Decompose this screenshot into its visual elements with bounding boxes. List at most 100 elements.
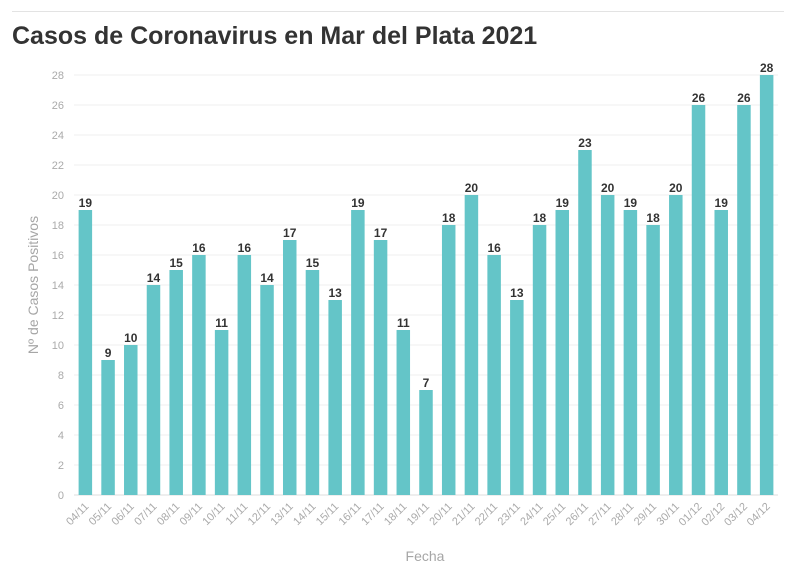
x-tick-label: 13/11: [268, 501, 295, 528]
bar: [146, 285, 161, 495]
bar-value-label: 20: [465, 181, 479, 195]
bar: [714, 210, 728, 495]
x-tick-label: 02/12: [699, 501, 727, 529]
bar-value-label: 7: [423, 376, 430, 390]
y-tick-label: 6: [58, 400, 64, 412]
x-tick-label: 19/11: [405, 501, 432, 528]
y-tick-label: 20: [52, 190, 64, 202]
bar: [260, 285, 274, 495]
bar-value-label: 14: [260, 271, 274, 285]
x-tick-label: 06/11: [110, 501, 137, 528]
bar-value-label: 16: [238, 241, 252, 255]
y-tick-label: 12: [52, 310, 64, 322]
x-tick-label: 23/11: [496, 501, 523, 528]
bar-value-label: 19: [624, 196, 638, 210]
x-tick-label: 03/12: [722, 501, 750, 529]
x-tick-label: 09/11: [178, 501, 205, 528]
bar-value-label: 20: [669, 181, 683, 195]
chart-title: Casos de Coronavirus en Mar del Plata 20…: [12, 22, 538, 50]
bar: [578, 150, 592, 495]
bar-value-label: 14: [147, 271, 161, 285]
x-tick-label: 18/11: [382, 501, 409, 528]
bar-value-label: 20: [601, 181, 615, 195]
bar-value-label: 9: [105, 346, 112, 360]
bar: [373, 240, 388, 495]
bar-value-label: 11: [397, 316, 410, 330]
bars: [78, 75, 774, 495]
x-axis-ticks: 04/1105/1106/1107/1108/1109/1110/1111/11…: [64, 501, 773, 529]
y-tick-label: 28: [52, 70, 64, 82]
bar-value-label: 18: [442, 211, 456, 225]
x-tick-label: 16/11: [337, 501, 364, 528]
bar: [555, 210, 570, 495]
x-tick-label: 24/11: [518, 501, 545, 528]
bar: [600, 195, 615, 495]
bar: [623, 210, 638, 495]
bar: [487, 255, 501, 495]
x-tick-label: 12/11: [246, 501, 273, 528]
bar: [101, 360, 115, 495]
x-tick-label: 22/11: [473, 501, 500, 528]
bar: [419, 390, 433, 495]
bar: [691, 105, 706, 495]
bar-value-label: 23: [578, 136, 592, 150]
bar: [328, 300, 342, 495]
bar-value-label: 13: [328, 286, 342, 300]
bar-value-labels: 19 9 10 14 15 16 11 16 14 17 15 13 19 17 11 7 18 20 16 13 18…: [79, 61, 774, 390]
bar-value-label: 17: [283, 226, 297, 240]
x-tick-label: 26/11: [564, 501, 591, 528]
top-divider: [12, 11, 784, 12]
x-tick-label: 04/11: [64, 501, 91, 528]
bar-value-label: 19: [351, 196, 365, 210]
bar-value-label: 26: [692, 91, 706, 105]
bar-value-label: 13: [510, 286, 524, 300]
bar-value-label: 26: [737, 91, 751, 105]
bar-value-label: 17: [374, 226, 388, 240]
x-tick-label: 21/11: [450, 501, 477, 528]
bar: [396, 330, 411, 495]
bar-value-label: 28: [760, 61, 774, 75]
bar: [646, 225, 660, 495]
bar: [464, 195, 479, 495]
x-tick-label: 30/11: [655, 501, 682, 528]
x-tick-label: 01/12: [677, 501, 705, 529]
bar: [669, 195, 683, 495]
x-tick-label: 05/11: [87, 501, 114, 528]
x-axis-title: Fecha: [406, 548, 445, 564]
bar: [282, 240, 297, 495]
bar: [351, 210, 365, 495]
bar: [532, 225, 547, 495]
gridlines: [74, 74, 778, 496]
bar-value-label: 19: [715, 196, 729, 210]
bar-value-label: 18: [646, 211, 660, 225]
bar: [237, 255, 252, 495]
bar: [124, 345, 138, 495]
bar-value-label: 15: [306, 256, 320, 270]
bar-value-label: 16: [487, 241, 501, 255]
bar: [737, 105, 751, 495]
x-tick-label: 20/11: [427, 501, 454, 528]
x-tick-label: 15/11: [314, 501, 341, 528]
x-tick-label: 27/11: [586, 501, 613, 528]
bar-value-label: 10: [124, 331, 138, 345]
x-tick-label: 11/11: [224, 501, 251, 528]
x-tick-label: 08/11: [155, 501, 182, 528]
bar-value-label: 19: [79, 196, 93, 210]
y-tick-label: 24: [52, 130, 64, 142]
bar: [78, 210, 93, 495]
x-tick-label: 17/11: [359, 501, 386, 528]
x-tick-label: 28/11: [609, 501, 636, 528]
bar: [169, 270, 183, 495]
y-axis-title: Nº de Casos Positivos: [25, 216, 41, 354]
y-tick-label: 4: [58, 430, 64, 442]
x-tick-label: 04/12: [745, 501, 773, 529]
x-tick-label: 14/11: [291, 501, 318, 528]
bar-value-label: 15: [170, 256, 184, 270]
x-tick-label: 29/11: [632, 501, 659, 528]
bar: [214, 330, 229, 495]
bar: [510, 300, 524, 495]
bar-value-label: 11: [215, 316, 228, 330]
bar-value-label: 16: [192, 241, 206, 255]
